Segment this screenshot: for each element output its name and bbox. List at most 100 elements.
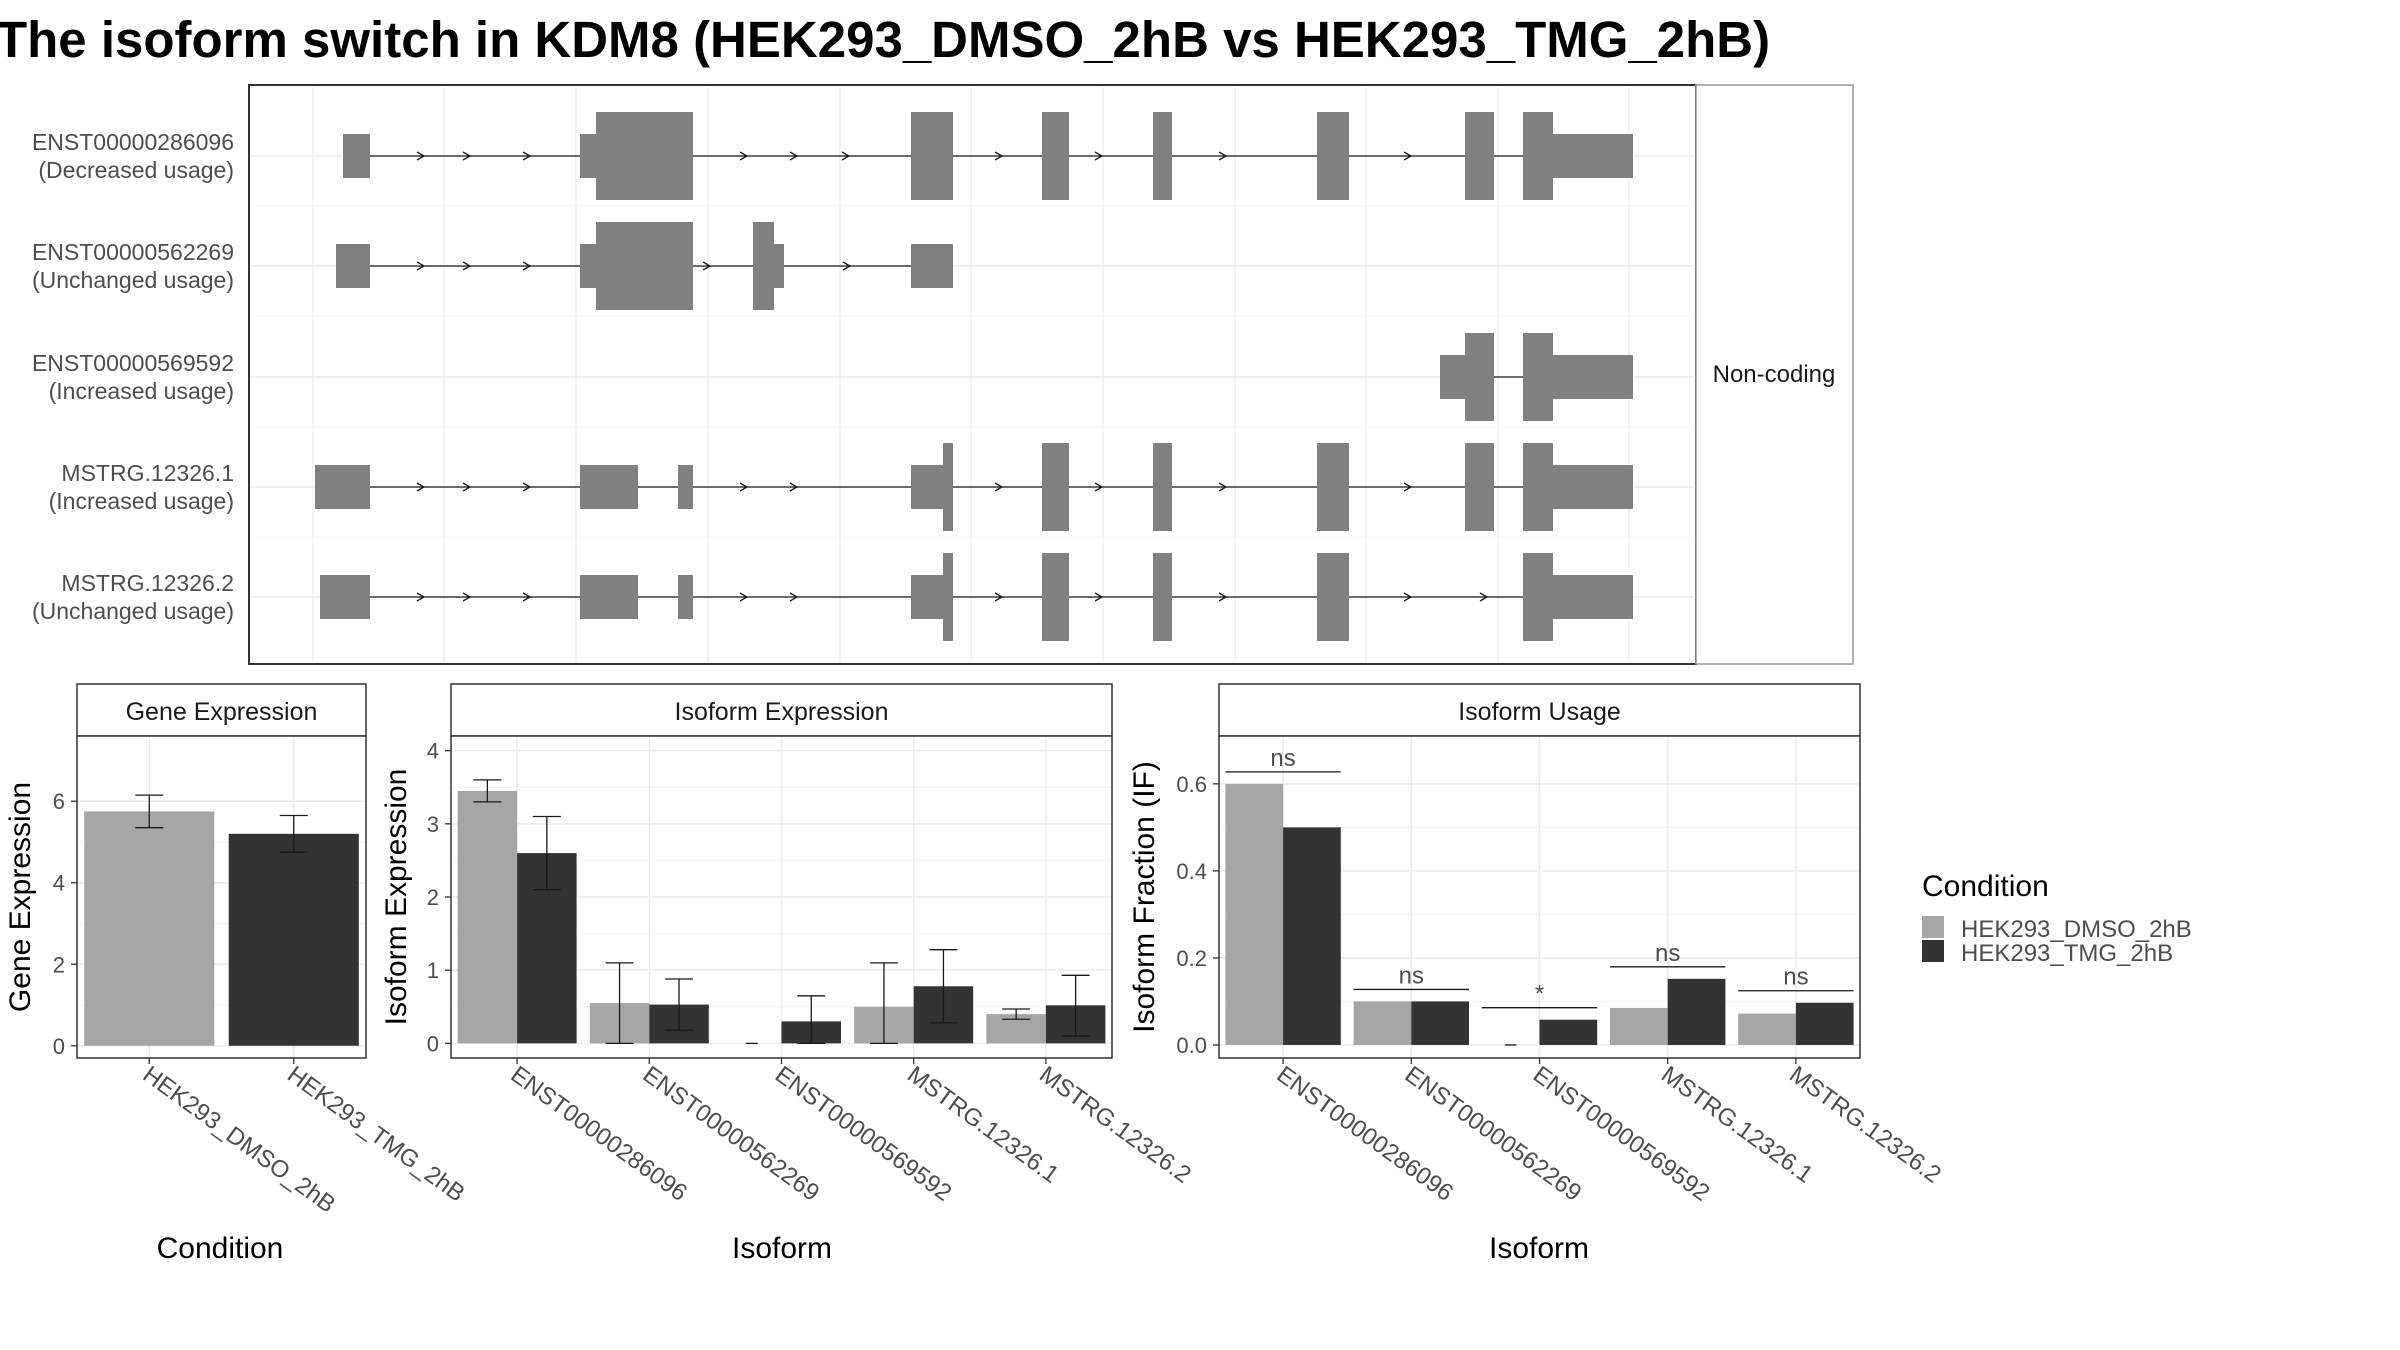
intron-arrow bbox=[522, 592, 532, 602]
intron-arrow bbox=[789, 592, 799, 602]
data-bar bbox=[1353, 1001, 1412, 1045]
y-tick-label: 0.0 bbox=[1176, 1033, 1207, 1058]
intron-arrow bbox=[462, 151, 472, 161]
data-bar bbox=[1795, 1002, 1854, 1045]
y-tick-label: 4 bbox=[53, 871, 65, 896]
transcript-id-label: MSTRG.12326.2 bbox=[61, 570, 234, 596]
intron-arrow bbox=[1218, 592, 1228, 602]
intron-arrow bbox=[522, 482, 532, 492]
data-bar bbox=[1667, 978, 1726, 1045]
exon-block bbox=[1153, 443, 1172, 531]
transcript-strip bbox=[1695, 84, 1854, 665]
strip-label-noncoding: Non-coding bbox=[1713, 361, 1836, 388]
transcript-id-label: MSTRG.12326.1 bbox=[61, 460, 234, 486]
legend: Condition HEK293_DMSO_2hB HEK293_TMG_2hB bbox=[1922, 870, 2192, 967]
exon-block bbox=[911, 465, 943, 509]
intron-arrow bbox=[416, 592, 426, 602]
exon-block bbox=[343, 134, 370, 178]
intron-arrow bbox=[841, 151, 851, 161]
intron-arrow bbox=[994, 482, 1004, 492]
intron-arrow bbox=[1403, 482, 1413, 492]
exon-block bbox=[1153, 553, 1172, 641]
transcript-structures bbox=[315, 112, 1633, 641]
panel-strip-title: Gene Expression bbox=[126, 698, 318, 726]
intron-arrow bbox=[994, 151, 1004, 161]
exon-block bbox=[943, 443, 953, 531]
data-bar bbox=[1411, 1001, 1469, 1045]
intron-arrow bbox=[522, 261, 532, 271]
x-axis-title: Isoform bbox=[1489, 1232, 1589, 1265]
exon-block bbox=[1553, 134, 1633, 178]
exon-block bbox=[1042, 553, 1069, 641]
bar-panel-2: Isoform Usagensns*nsns0.00.20.40.6ENST00… bbox=[1128, 683, 1946, 1265]
y-tick-label: 6 bbox=[53, 789, 65, 814]
intron-arrow bbox=[462, 261, 472, 271]
exon-block bbox=[580, 244, 596, 288]
exon-block bbox=[1553, 465, 1633, 509]
transcript-usage-label: (Unchanged usage) bbox=[32, 267, 234, 293]
transcript-usage-label: (Unchanged usage) bbox=[32, 598, 234, 624]
transcript-usage-label: (Increased usage) bbox=[49, 488, 234, 514]
exon-block bbox=[1465, 333, 1494, 421]
y-tick-label: 4 bbox=[427, 739, 439, 764]
intron-arrow bbox=[416, 482, 426, 492]
y-axis-title: Gene Expression bbox=[4, 782, 37, 1012]
plot-border bbox=[76, 735, 367, 1059]
panel-strip bbox=[1218, 683, 1861, 737]
data-bar bbox=[1283, 827, 1341, 1045]
intron-arrow bbox=[1094, 482, 1104, 492]
y-axis-title: Isoform Expression bbox=[380, 769, 413, 1026]
exon-block bbox=[1042, 443, 1069, 531]
intron-arrow bbox=[1094, 592, 1104, 602]
transcript-id-label: ENST00000286096 bbox=[32, 129, 234, 155]
exon-block bbox=[1523, 333, 1553, 421]
intron-arrow bbox=[789, 151, 799, 161]
intron-arrow bbox=[416, 151, 426, 161]
figure-title: The isoform switch in KDM8 (HEK293_DMSO_… bbox=[0, 11, 1770, 68]
y-axis-title: Isoform Fraction (IF) bbox=[1128, 761, 1161, 1033]
bar-panel-1: Isoform Expression01234ENST00000286096EN… bbox=[380, 683, 1196, 1265]
exon-block bbox=[911, 112, 953, 200]
exon-block bbox=[1153, 112, 1172, 200]
transcript-panel: Non-coding ENST00000286096(Decreased usa… bbox=[32, 84, 1854, 665]
exon-block bbox=[1317, 553, 1349, 641]
y-tick-label: 2 bbox=[53, 952, 65, 977]
y-tick-label: 2 bbox=[427, 885, 439, 910]
x-axis-title: Isoform bbox=[732, 1232, 832, 1265]
exon-block bbox=[1523, 443, 1553, 531]
exon-block bbox=[315, 465, 370, 509]
y-tick-label: 0.4 bbox=[1176, 859, 1207, 884]
data-bar bbox=[1738, 1013, 1796, 1045]
y-tick-label: 0 bbox=[427, 1031, 439, 1056]
intron-arrow bbox=[994, 592, 1004, 602]
panel-strip-title: Isoform Expression bbox=[675, 698, 889, 726]
y-tick-label: 3 bbox=[427, 812, 439, 837]
x-axis-title: Condition bbox=[157, 1232, 284, 1265]
exon-block bbox=[1553, 575, 1633, 619]
exon-block bbox=[580, 465, 638, 509]
exon-block bbox=[943, 553, 953, 641]
y-tick-label: 0.2 bbox=[1176, 946, 1207, 971]
panel-strip bbox=[450, 683, 1113, 737]
significance-label: ns bbox=[1270, 745, 1295, 772]
data-bar bbox=[457, 790, 518, 1044]
intron-arrow bbox=[842, 261, 852, 271]
exon-block bbox=[596, 222, 693, 310]
legend-swatch-dmso bbox=[1922, 916, 1944, 938]
exon-block bbox=[580, 134, 596, 178]
panel-strip bbox=[76, 683, 367, 737]
intron-arrow bbox=[702, 261, 712, 271]
significance-label: ns bbox=[1783, 964, 1808, 991]
intron-arrow bbox=[739, 482, 749, 492]
bar-panels: Gene Expression0246HEK293_DMSO_2hBHEK293… bbox=[4, 683, 1946, 1265]
data-bar bbox=[1225, 783, 1284, 1045]
exon-block bbox=[678, 575, 693, 619]
legend-swatch-tmg bbox=[1922, 940, 1944, 962]
intron-arrow bbox=[462, 482, 472, 492]
exon-block bbox=[1523, 553, 1553, 641]
transcript-usage-label: (Increased usage) bbox=[49, 378, 234, 404]
exon-block bbox=[596, 112, 693, 200]
intron-arrow bbox=[739, 151, 749, 161]
transcript-usage-label: (Decreased usage) bbox=[38, 157, 234, 183]
exon-block bbox=[1465, 443, 1494, 531]
